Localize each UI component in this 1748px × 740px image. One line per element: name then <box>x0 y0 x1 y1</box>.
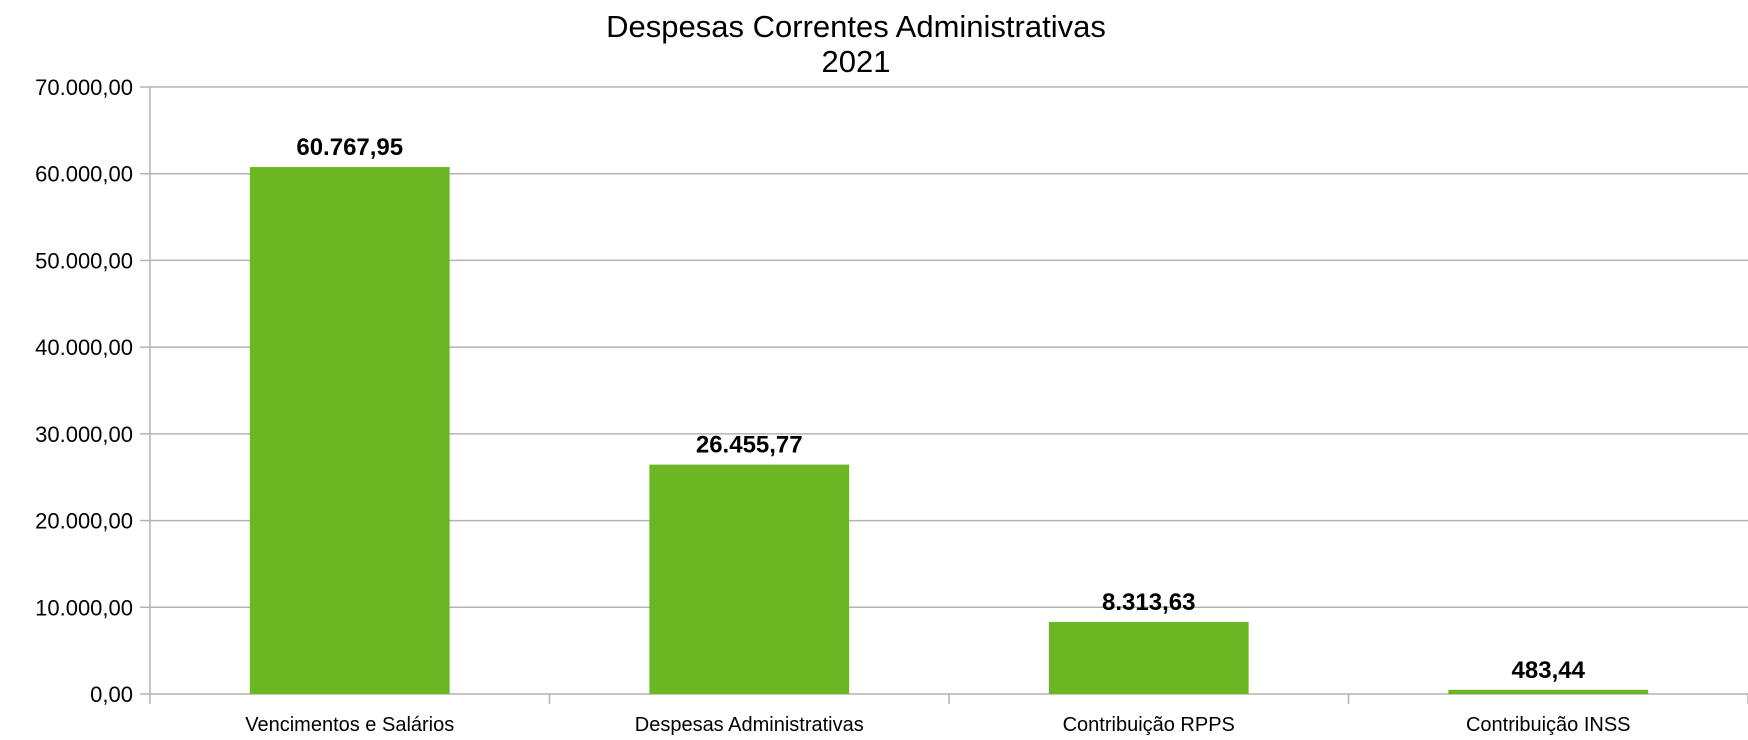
y-tick-label: 40.000,00 <box>35 335 133 360</box>
x-category-label: Contribuição RPPS <box>1063 714 1235 735</box>
y-tick-label: 60.000,00 <box>35 162 133 187</box>
y-tick-label: 70.000,00 <box>35 75 133 100</box>
data-label: 26.455,77 <box>696 432 803 459</box>
data-label: 483,44 <box>1512 657 1586 684</box>
bar <box>249 167 450 695</box>
y-tick-label: 50.000,00 <box>35 248 133 273</box>
y-tick-label: 0,00 <box>90 682 133 707</box>
bar <box>649 464 850 694</box>
x-category-label: Despesas Administrativas <box>635 714 864 735</box>
data-label: 60.767,95 <box>296 134 403 161</box>
axes <box>140 86 1748 704</box>
y-tick-label: 30.000,00 <box>35 422 133 447</box>
bar <box>1048 621 1249 694</box>
labels: 0,00 10.000,00 20.000,00 30.000,00 40.000,00… <box>35 75 1631 736</box>
y-tick-label: 10.000,00 <box>35 595 133 620</box>
x-category-label: Vencimentos e Salários <box>245 714 454 735</box>
bar <box>1448 689 1649 694</box>
chart-title: Despesas Correntes Administrativas <box>606 9 1106 44</box>
chart-subtitle: 2021 <box>822 44 891 79</box>
y-tick-label: 20.000,00 <box>35 509 133 534</box>
data-label: 8.313,63 <box>1102 589 1195 616</box>
bars <box>249 167 1649 695</box>
x-category-label: Contribuição INSS <box>1466 714 1631 735</box>
